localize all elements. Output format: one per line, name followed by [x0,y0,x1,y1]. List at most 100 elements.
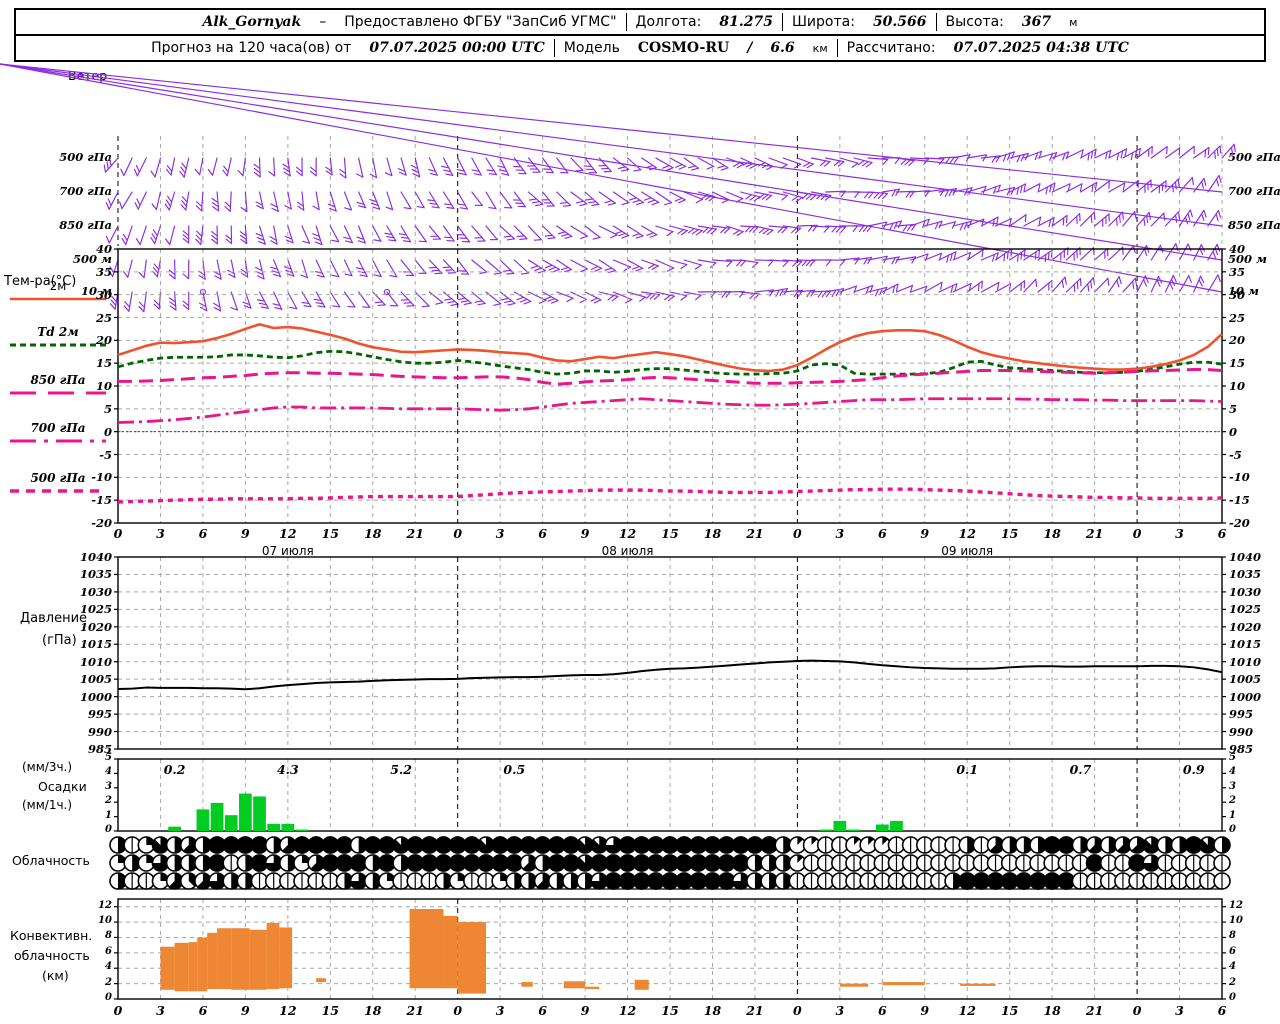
y-tick-label: 1015 [1229,637,1262,652]
cloud-octa-symbol [944,872,962,890]
cloud-octa-symbol [1156,872,1175,890]
wind-level-label: 850 гПа [59,218,112,232]
divider [935,13,937,31]
cloud-octa-symbol [392,854,410,872]
cloud-octa-symbol [279,836,297,854]
y-tick-label: -20 [91,516,112,530]
longitude-label: Долгота: [635,14,702,30]
x-tick-label: 6 [198,1003,208,1018]
cloud-octa-symbol [972,872,991,890]
y-tick-label: 995 [87,707,112,722]
y-tick-label: 2 [105,976,112,988]
cloud-octa-symbol [547,854,566,872]
legend-swatch [10,297,106,301]
cloud-octa-symbol [816,854,835,872]
precip-sum-label: 5.2 [390,762,412,777]
cloud-octa-symbol [562,836,580,854]
y-tick-label: 12 [1229,899,1243,911]
y-tick-label: 1035 [1229,567,1262,582]
header-block: Alk_Gornyak – Предоставлено ФГБУ "ЗапСиб… [14,8,1266,62]
x-tick-label: 6 [1217,526,1227,541]
convective-label-2: облачность [14,948,90,963]
cloud-octa-symbol [109,836,127,854]
x-tick-label: 6 [538,1003,547,1018]
forecast-time: 07.07.2025 00:00 UTC [369,40,545,56]
cloud-octa-symbol [717,836,736,854]
cloud-octa-symbol [505,854,524,872]
wind-level-label: 500 гПа [59,150,112,164]
altitude-unit: м [1069,15,1078,29]
x-tick-label: 18 [1043,1003,1061,1018]
y-tick-label: 25 [95,310,112,325]
x-tick-label: 0 [793,526,802,541]
legend-swatch [10,489,106,493]
cloud-octa-symbol [1000,872,1019,890]
cloud-octa-symbol [165,872,184,890]
cloud-octa-symbol [519,854,538,872]
convective-cloud-panel: Конвективн. облачность (км) 0 2 4 6 8 10 12 0 2… [0,893,1280,1024]
precipitation-plot [114,758,1226,832]
x-tick-label: 3 [835,1003,845,1018]
wind-level-label: 500 м [1228,252,1267,266]
cloud-octa-symbol [1085,872,1104,890]
cloud-octa-symbol [250,836,269,854]
cloud-octa-symbol [533,854,552,872]
cloud-octa-symbol [590,836,609,854]
x-tick-label: 18 [364,1003,382,1018]
x-tick-label: 6 [198,526,208,541]
cloud-octa-symbol [1128,854,1146,872]
x-tick-label: 9 [580,1003,590,1018]
x-tick-label: 12 [958,526,976,541]
longitude-value: 81.275 [719,14,773,30]
cloud-octa-symbol [590,854,609,872]
cloud-octa-symbol [194,854,212,872]
altitude-value: 367 [1021,14,1052,30]
x-tick-label: 18 [703,526,722,541]
divider [836,39,838,57]
cloud-octa-symbol [321,854,340,872]
cloud-octa-symbol [378,854,396,872]
wind-level-label: 10 м [81,284,112,298]
y-tick-label: 0 [1229,424,1238,439]
cloud-octa-symbol [1128,872,1146,890]
wind-level-label: 850 гПа [1228,218,1280,232]
cloud-octa-symbol [731,854,750,872]
x-tick-label: 15 [1000,526,1019,541]
cloud-octa-symbol [1184,836,1203,854]
cloud-octa-symbol [463,854,481,872]
cloud-octa-symbol [1043,872,1061,890]
cloud-octa-symbol [887,872,906,890]
cloud-octa-symbol [958,872,977,890]
x-tick-label: 3 [1175,1003,1184,1018]
cloud-octa-symbol [590,872,609,890]
y-tick-label: -10 [91,470,112,485]
x-tick-label: 18 [1043,526,1061,541]
cloud-octa-symbol [1142,854,1161,872]
cloud-octa-symbol [618,872,637,890]
cloud-octa-symbol [349,872,368,890]
cloud-octa-symbol [1043,836,1061,854]
cloud-octa-symbol [264,836,283,854]
header-dash: – [319,14,327,30]
provider-text: Предоставлено ФГБУ "ЗапСиб УГМС" [344,14,617,30]
x-tick-label: 12 [279,1003,297,1018]
cloud-octa-symbol [1213,854,1231,872]
divider [781,13,783,31]
precip-sum-label: 0.2 [163,762,186,777]
cloud-octa-symbol [533,836,552,854]
divider [553,39,555,57]
x-tick-label: 9 [580,526,590,541]
legend-swatch [10,439,106,443]
cloud-octa-symbol [675,872,693,890]
x-tick-label: 12 [958,1003,976,1018]
y-tick-label: 2 [1229,976,1236,988]
cloud-octa-symbol [392,836,410,854]
pressure-section-label: Давление [20,611,88,626]
x-tick-label: 0 [453,1003,463,1018]
legend-label: 2м [49,279,67,293]
pressure-unit-label: (гПа) [42,633,77,648]
wind-level-label: 500 м [73,252,112,266]
cloud-octa-symbol [746,836,764,854]
cloud-octa-symbol [1142,836,1161,854]
y-tick-label: 1 [105,809,112,821]
